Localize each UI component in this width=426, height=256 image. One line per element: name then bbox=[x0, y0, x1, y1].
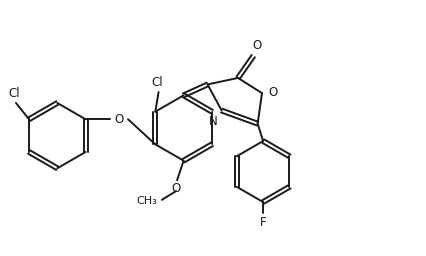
Text: Cl: Cl bbox=[8, 87, 20, 100]
Text: CH₃: CH₃ bbox=[137, 196, 158, 206]
Text: F: F bbox=[260, 216, 266, 229]
Text: O: O bbox=[114, 113, 124, 126]
Text: O: O bbox=[268, 86, 278, 99]
Text: O: O bbox=[171, 183, 181, 195]
Text: N: N bbox=[209, 115, 217, 128]
Text: Cl: Cl bbox=[152, 76, 163, 89]
Text: O: O bbox=[252, 39, 261, 52]
